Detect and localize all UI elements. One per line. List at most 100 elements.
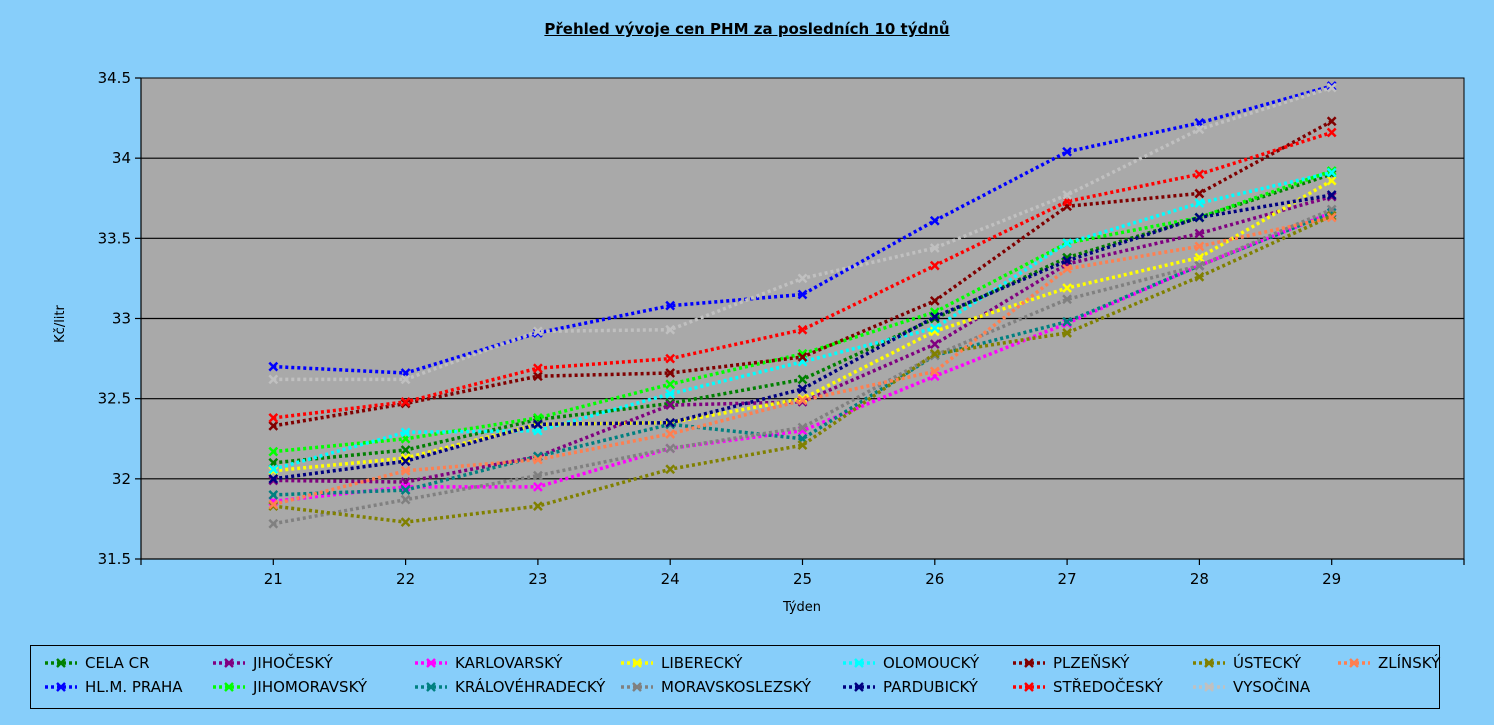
data-point [797, 395, 808, 406]
data-point [1326, 190, 1337, 200]
legend-label: KARLOVARSKÝ [455, 654, 563, 672]
data-point [797, 348, 808, 359]
data-point [929, 260, 940, 271]
data-point [1194, 228, 1205, 239]
data-point [1062, 190, 1072, 200]
y-tick-label: 34 [112, 149, 131, 167]
data-point [797, 273, 808, 284]
data-point [929, 243, 940, 253]
data-point [400, 445, 411, 455]
data-point [929, 215, 940, 226]
data-point [1194, 124, 1205, 135]
legend-item: KARLOVARSKÝ [413, 653, 563, 673]
legend-item: ZLÍNSKÝ [1336, 653, 1440, 673]
x-tick-label: 28 [1190, 570, 1209, 588]
x-tick-label: 22 [396, 570, 415, 588]
series-pardubicky [268, 190, 1337, 484]
y-ticks: 31.5 32 32.5 33 33.5 34 34.5 [98, 69, 141, 568]
legend-swatch [621, 682, 653, 692]
x-ticks: 21 22 23 24 25 26 27 28 29 [140, 559, 1465, 588]
series-line [272, 170, 1333, 471]
x-tick-label: 25 [793, 570, 812, 588]
legend-label: PARDUBICKÝ [883, 678, 978, 696]
y-tick-label: 33.5 [98, 229, 131, 247]
legend-label: STŘEDOČESKÝ [1053, 678, 1163, 696]
data-point [533, 501, 543, 511]
data-point [400, 481, 411, 492]
y-tick-label: 32 [112, 470, 131, 488]
data-point [929, 323, 940, 334]
legend-label: PLZEŇSKÝ [1053, 654, 1130, 672]
data-point [1194, 169, 1205, 180]
legend-swatch [1013, 682, 1045, 692]
data-point [929, 339, 940, 350]
data-point [268, 413, 279, 423]
data-point [400, 396, 411, 407]
data-point [268, 473, 279, 484]
data-point [797, 440, 808, 451]
legend-label: ZLÍNSKÝ [1378, 654, 1441, 672]
data-point [400, 485, 411, 495]
legend-item: LIBERECKÝ [619, 653, 742, 673]
data-point [1062, 263, 1072, 274]
legend-label: MORAVSKOSLEZSKÝ [661, 678, 812, 696]
data-point [665, 324, 676, 335]
data-point [400, 453, 411, 463]
data-point [797, 422, 808, 433]
x-tick-label: 24 [661, 570, 680, 588]
y-tick-label: 34.5 [98, 69, 131, 87]
data-point [1194, 198, 1205, 208]
x-axis-title: Týden [782, 600, 821, 615]
legend-swatch [415, 682, 447, 692]
data-point [268, 421, 279, 431]
data-point [929, 366, 940, 377]
legend-label: HL.M. PRAHA [85, 678, 183, 696]
data-point [268, 464, 279, 475]
data-point [665, 417, 676, 428]
data-point [1062, 238, 1072, 249]
legend-swatch [213, 658, 245, 668]
legend-item: JIHOMORAVSKÝ [211, 677, 367, 697]
legend-item: MORAVSKOSLEZSKÝ [619, 677, 811, 697]
data-point [268, 446, 279, 457]
legend-swatch [1013, 658, 1045, 668]
data-point [1326, 175, 1337, 186]
series-line [273, 211, 1333, 497]
legend-label: JIHOMORAVSKÝ [253, 678, 368, 696]
data-point [929, 348, 940, 359]
y-tick-label: 32.5 [98, 390, 131, 408]
data-point [797, 384, 808, 394]
data-point [533, 371, 543, 382]
data-point [929, 312, 940, 322]
data-point [268, 518, 279, 529]
data-point [400, 517, 411, 528]
data-point [665, 379, 676, 390]
data-point [533, 326, 543, 337]
legend-label: VYSOČINA [1233, 678, 1311, 696]
data-point [1194, 241, 1205, 252]
data-point [268, 374, 279, 385]
data-point [797, 374, 808, 385]
data-point [797, 352, 808, 362]
x-tick-label: 23 [528, 570, 547, 588]
data-point [665, 368, 676, 378]
data-point [400, 374, 411, 385]
data-point [1062, 328, 1072, 338]
legend-item: VYSOČINA [1191, 677, 1310, 697]
data-point [665, 443, 676, 454]
chart-title: Přehled vývoje cen PHM za posledních 10 … [544, 20, 950, 38]
data-point [1062, 316, 1072, 327]
y-tick-label: 31.5 [98, 550, 131, 568]
data-point [1062, 294, 1072, 305]
legend-swatch [1193, 658, 1225, 668]
data-point [1194, 252, 1205, 263]
data-point [665, 300, 676, 311]
data-point [665, 429, 676, 439]
legend-item: PARDUBICKÝ [841, 677, 978, 697]
x-tick-label: 26 [925, 570, 944, 588]
data-point [1194, 188, 1205, 199]
data-point [400, 465, 411, 476]
data-point [533, 454, 543, 465]
legend-item: STŘEDOČESKÝ [1011, 677, 1163, 697]
legend-item: JIHOČESKÝ [211, 653, 333, 673]
